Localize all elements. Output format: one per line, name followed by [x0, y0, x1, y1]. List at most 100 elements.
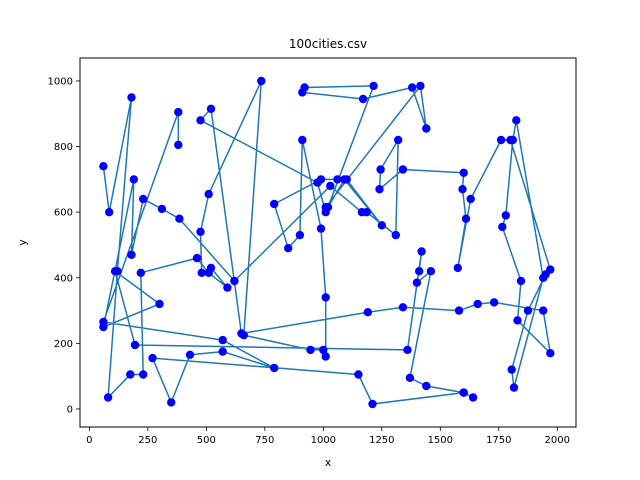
city-marker — [357, 208, 367, 217]
city-marker — [376, 165, 385, 174]
city-marker — [416, 81, 425, 91]
y-tick-label: 1000 — [48, 76, 73, 87]
city-marker — [105, 208, 114, 217]
city-marker — [298, 135, 307, 145]
city-marker — [223, 283, 232, 292]
x-tick-label: 1000 — [311, 435, 336, 446]
marker-layer — [99, 76, 555, 409]
city-marker — [257, 76, 266, 86]
city-marker — [321, 208, 330, 217]
city-marker — [130, 340, 140, 350]
city-marker — [422, 381, 431, 391]
city-marker — [270, 199, 279, 209]
city-marker — [363, 308, 372, 317]
city-marker — [230, 276, 239, 286]
y-axis-ticks: 0 200 400 600 800 1000 — [48, 76, 80, 415]
city-marker — [174, 140, 183, 150]
city-marker — [398, 165, 408, 174]
city-marker — [110, 267, 120, 276]
chart-title: 100cities.csv — [289, 37, 367, 51]
city-marker — [139, 194, 148, 204]
city-marker — [405, 373, 415, 382]
city-marker — [284, 244, 293, 253]
city-marker — [496, 135, 506, 145]
city-marker — [513, 316, 522, 325]
x-tick-label: 1250 — [369, 435, 394, 446]
city-marker — [454, 306, 464, 315]
city-marker — [196, 227, 205, 236]
city-marker — [501, 211, 510, 220]
x-tick-label: 250 — [138, 435, 157, 446]
city-marker — [369, 81, 378, 91]
city-marker — [103, 393, 113, 402]
city-marker — [375, 185, 384, 194]
city-marker — [321, 352, 330, 361]
city-marker — [175, 214, 184, 223]
city-marker — [218, 335, 227, 345]
city-marker — [415, 267, 424, 276]
city-marker — [489, 298, 499, 307]
city-marker — [403, 345, 412, 355]
city-marker — [426, 267, 436, 276]
x-axis-ticks: 0 250 500 750 1000 1250 1500 1750 2000 — [86, 427, 570, 446]
city-marker — [506, 135, 515, 145]
x-tick-label: 2000 — [545, 435, 570, 446]
city-marker — [546, 349, 555, 358]
city-marker — [326, 181, 335, 191]
city-marker — [206, 104, 216, 114]
city-marker — [136, 268, 145, 277]
city-marker — [237, 329, 246, 338]
y-tick-label: 800 — [54, 142, 73, 153]
city-marker — [468, 393, 478, 402]
x-tick-label: 1750 — [486, 435, 511, 446]
y-tick-label: 200 — [54, 339, 73, 350]
city-marker — [321, 293, 330, 302]
city-marker — [157, 204, 167, 214]
city-marker — [422, 124, 431, 133]
city-marker — [394, 135, 403, 145]
city-marker — [127, 93, 136, 102]
city-marker — [313, 178, 322, 187]
city-marker — [516, 276, 526, 286]
city-marker — [377, 221, 386, 230]
city-marker — [167, 398, 176, 407]
x-axis-label: x — [325, 456, 332, 469]
x-tick-label: 0 — [86, 435, 92, 446]
city-marker — [155, 299, 164, 309]
x-tick-label: 1500 — [428, 435, 453, 446]
city-marker — [319, 345, 328, 355]
city-marker — [507, 365, 516, 374]
x-tick-label: 750 — [255, 435, 274, 446]
city-marker — [546, 265, 555, 274]
x-tick-label: 500 — [197, 435, 216, 446]
city-marker — [185, 350, 195, 359]
city-marker — [408, 83, 417, 92]
city-marker — [466, 194, 475, 204]
city-marker — [129, 175, 138, 184]
city-marker — [204, 189, 213, 199]
y-axis-label: y — [16, 239, 29, 246]
city-marker — [523, 306, 533, 315]
city-marker — [306, 345, 315, 355]
city-marker — [368, 399, 377, 409]
city-marker — [218, 347, 227, 356]
city-marker — [316, 224, 326, 233]
city-marker — [509, 383, 519, 392]
city-marker — [196, 116, 205, 125]
city-marker — [99, 162, 108, 171]
city-marker — [197, 268, 206, 277]
y-tick-label: 600 — [54, 208, 73, 219]
city-marker — [148, 353, 157, 363]
y-tick-label: 0 — [67, 404, 73, 415]
city-marker — [270, 363, 279, 373]
city-marker — [412, 278, 422, 287]
city-marker — [459, 388, 468, 397]
city-marker — [333, 175, 342, 184]
city-marker — [340, 175, 349, 184]
city-marker — [498, 222, 507, 232]
city-marker — [512, 116, 521, 125]
city-marker — [398, 303, 408, 312]
city-marker — [298, 88, 307, 97]
plot-area — [80, 58, 576, 427]
city-marker — [358, 94, 368, 104]
